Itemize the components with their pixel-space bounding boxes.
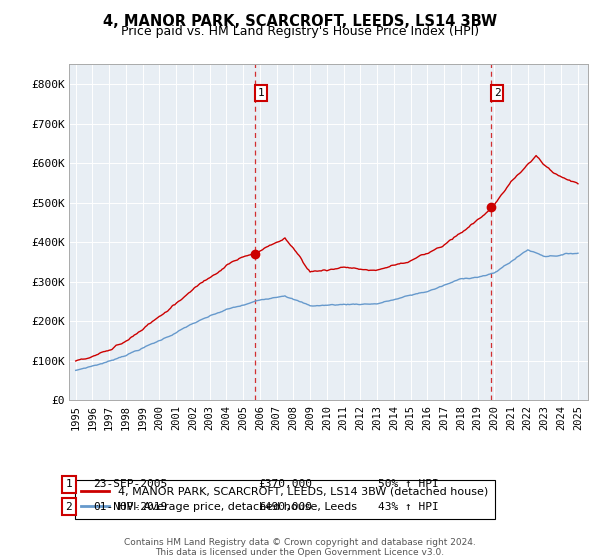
Text: 4, MANOR PARK, SCARCROFT, LEEDS, LS14 3BW: 4, MANOR PARK, SCARCROFT, LEEDS, LS14 3B… bbox=[103, 14, 497, 29]
Text: 43% ↑ HPI: 43% ↑ HPI bbox=[378, 502, 439, 512]
Text: 1: 1 bbox=[257, 88, 265, 98]
Text: 50% ↑ HPI: 50% ↑ HPI bbox=[378, 479, 439, 489]
Text: 01-NOV-2019: 01-NOV-2019 bbox=[93, 502, 167, 512]
Text: Price paid vs. HM Land Registry's House Price Index (HPI): Price paid vs. HM Land Registry's House … bbox=[121, 25, 479, 38]
Text: £490,000: £490,000 bbox=[258, 502, 312, 512]
Text: 1: 1 bbox=[65, 479, 73, 489]
Legend: 4, MANOR PARK, SCARCROFT, LEEDS, LS14 3BW (detached house), HPI: Average price, : 4, MANOR PARK, SCARCROFT, LEEDS, LS14 3B… bbox=[74, 480, 495, 519]
Text: 2: 2 bbox=[65, 502, 73, 512]
Text: £370,000: £370,000 bbox=[258, 479, 312, 489]
Text: 2: 2 bbox=[494, 88, 500, 98]
Text: Contains HM Land Registry data © Crown copyright and database right 2024.
This d: Contains HM Land Registry data © Crown c… bbox=[124, 538, 476, 557]
Text: 23-SEP-2005: 23-SEP-2005 bbox=[93, 479, 167, 489]
